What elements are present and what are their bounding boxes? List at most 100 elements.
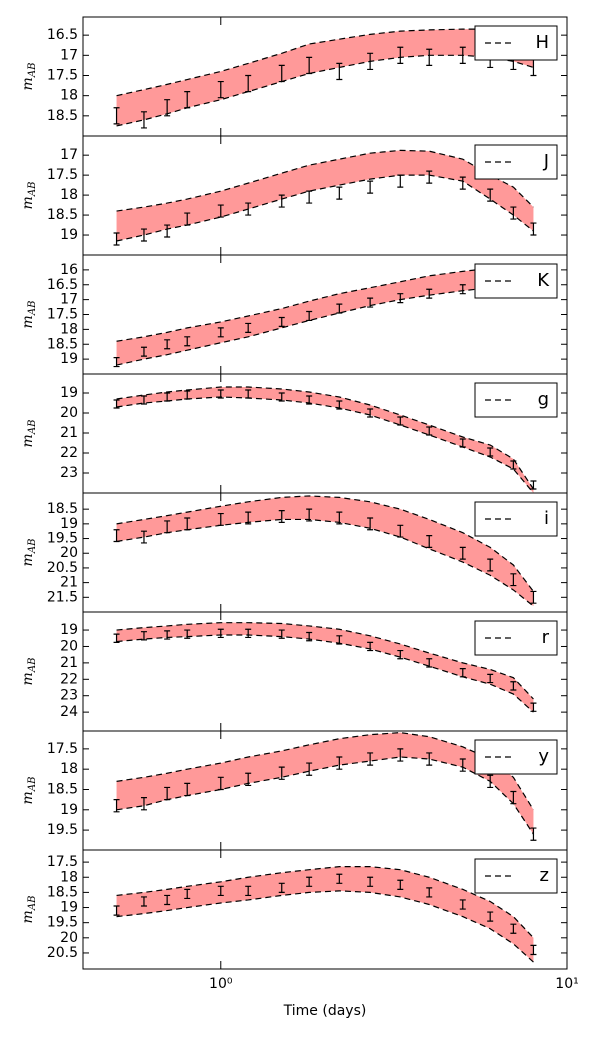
- model-band: [116, 29, 534, 126]
- error-bar: [164, 99, 171, 117]
- y-tick-label: 20.5: [47, 560, 78, 576]
- y-axis-label: mAB: [20, 539, 38, 567]
- plot-area: [113, 28, 537, 129]
- y-tick-label: 18: [60, 321, 78, 337]
- error-bar: [164, 520, 171, 534]
- error-bar: [426, 752, 433, 766]
- y-label-sub: AB: [27, 777, 38, 793]
- error-bar: [306, 310, 313, 322]
- model-upper: [116, 495, 534, 592]
- y-tick-label: 18: [60, 761, 78, 777]
- error-bar: [510, 923, 517, 934]
- error-bar: [336, 756, 343, 770]
- plot-area: [113, 495, 537, 607]
- error-bar: [459, 546, 466, 560]
- y-tick-label: 24: [60, 704, 78, 720]
- error-bar: [510, 460, 517, 470]
- error-bar: [397, 174, 404, 188]
- plot-area: [113, 622, 537, 713]
- error-bar: [184, 782, 191, 797]
- error-bar: [113, 357, 120, 368]
- y-tick-label: 16: [60, 262, 78, 278]
- error-bar: [245, 74, 252, 93]
- y-label-main: m: [20, 434, 36, 447]
- error-bar: [367, 876, 374, 887]
- y-tick-label: 17: [60, 47, 78, 63]
- legend-label: r: [542, 627, 550, 648]
- y-tick-label: 17.5: [47, 167, 78, 183]
- y-tick-label: 19.5: [47, 531, 78, 547]
- error-bar: [530, 944, 537, 956]
- y-label-sub: AB: [27, 539, 38, 555]
- y-label-main: m: [20, 196, 36, 209]
- model-lower: [116, 634, 534, 713]
- error-bar: [164, 630, 171, 640]
- error-bar: [306, 56, 313, 75]
- model-lower: [116, 54, 534, 127]
- axes-frame: [82, 849, 568, 970]
- y-tick-label: 18.5: [47, 501, 78, 517]
- error-bar: [184, 212, 191, 226]
- error-bar: [530, 702, 537, 712]
- error-bar: [140, 631, 147, 641]
- panel: 16.5 17 17.5 18 18.5 mAB H: [20, 16, 568, 137]
- plot-area: [113, 149, 537, 246]
- error-bar: [278, 882, 285, 893]
- model-lower: [116, 756, 534, 835]
- error-bar: [510, 573, 517, 587]
- error-bar: [336, 303, 343, 314]
- y-label-sub: AB: [27, 896, 38, 912]
- error-bar: [530, 480, 537, 490]
- error-bar: [510, 206, 517, 220]
- error-bar: [459, 899, 466, 910]
- model-band: [116, 495, 534, 607]
- error-bar: [113, 799, 120, 813]
- error-bar: [140, 346, 147, 357]
- model-band: [116, 622, 534, 713]
- error-bar: [217, 885, 224, 897]
- error-bar: [426, 535, 433, 548]
- error-bar: [459, 284, 466, 295]
- x-tick-label: 10¹: [555, 976, 578, 992]
- y-tick-label: 18: [60, 88, 78, 104]
- error-bar: [113, 633, 120, 643]
- y-tick-label: 19: [60, 227, 78, 243]
- error-bar: [164, 224, 171, 238]
- error-bar: [184, 517, 191, 531]
- y-tick-label: 19: [60, 516, 78, 532]
- y-axis-label: mAB: [20, 420, 38, 448]
- error-bar: [140, 111, 147, 129]
- y-label-sub: AB: [27, 63, 38, 79]
- y-tick-label: 21.5: [47, 589, 78, 605]
- error-bar: [217, 512, 224, 526]
- error-bar: [426, 426, 433, 436]
- error-bar: [510, 790, 517, 805]
- y-tick-label: 18: [60, 869, 78, 885]
- y-axis-label: mAB: [20, 182, 38, 210]
- error-bar: [113, 529, 120, 543]
- x-tick-label: 10⁰: [209, 976, 233, 992]
- y-axis-label: mAB: [20, 63, 38, 91]
- error-bar: [140, 395, 147, 405]
- model-upper: [116, 866, 534, 939]
- y-axis-label: mAB: [20, 777, 38, 805]
- error-bar: [459, 758, 466, 772]
- error-bar: [217, 776, 224, 791]
- y-label-main: m: [20, 553, 36, 566]
- error-bar: [426, 288, 433, 299]
- y-axis-label: mAB: [20, 658, 38, 686]
- y-tick-label: 23: [60, 688, 78, 704]
- y-label-sub: AB: [27, 420, 38, 436]
- error-bar: [530, 590, 537, 604]
- legend-label: H: [535, 32, 549, 53]
- y-tick-label: 16.5: [47, 277, 78, 293]
- y-tick-label: 19: [60, 351, 78, 367]
- legend-label: i: [544, 508, 549, 529]
- error-bar: [217, 80, 224, 99]
- error-bar: [217, 204, 224, 218]
- error-bar: [113, 107, 120, 125]
- error-bar: [184, 336, 191, 347]
